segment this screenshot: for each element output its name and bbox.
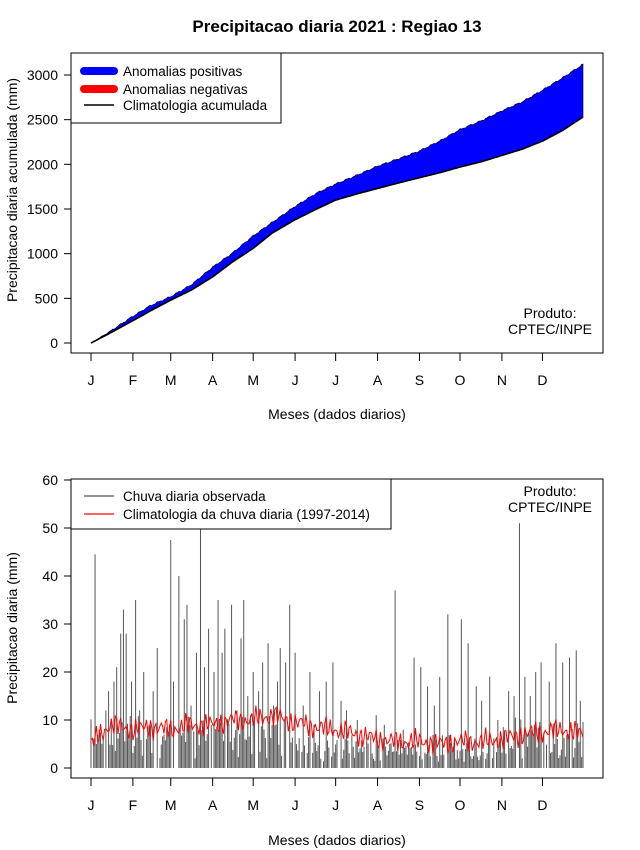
top-x-axis-label: Meses (dados diarios) — [268, 406, 406, 422]
bottom-x-tick-label: J — [292, 797, 299, 813]
bottom-x-tick-label: A — [208, 797, 218, 813]
daily-climatology-line — [90, 705, 584, 755]
bottom-y-tick-label: 30 — [42, 616, 58, 632]
top-x-tick-label: J — [332, 372, 339, 388]
legend-label-negative: Anomalias negativas — [123, 82, 248, 97]
top-y-axis: 0 500 1000 1500 2000 2500 3000 — [27, 67, 72, 351]
bottom-legend-box — [70, 478, 392, 530]
bottom-x-axis-label: Meses (dados diarios) — [268, 832, 406, 848]
top-x-tick-label: A — [373, 372, 383, 388]
top-plot-content — [90, 63, 584, 344]
bottom-x-tick-label: N — [497, 797, 507, 813]
bottom-x-tick-label: D — [537, 797, 547, 813]
legend-label-daily-climatology: Climatologia da chuva diaria (1997-2014) — [123, 507, 370, 522]
bottom-y-tick-label: 50 — [42, 520, 58, 536]
bottom-y-axis: 0 10 20 30 40 50 60 — [42, 472, 72, 776]
top-x-tick-label: O — [455, 372, 466, 388]
legend-label-observed: Chuva diaria observada — [123, 489, 266, 504]
bottom-y-tick-label: 40 — [42, 568, 58, 584]
bottom-panel: 0 10 20 30 40 50 60 J F M A M J J A S O N D Meses (dados … — [4, 472, 604, 848]
top-x-tick-label: M — [165, 372, 177, 388]
top-y-tick-label: 1500 — [27, 201, 58, 217]
top-x-tick-label: J — [292, 372, 299, 388]
bottom-x-tick-label: M — [165, 797, 177, 813]
top-credit-line-2: CPTEC/INPE — [508, 321, 592, 337]
top-x-tick-label: S — [415, 372, 424, 388]
top-y-tick-label: 500 — [35, 290, 59, 306]
climatology-accumulated-line — [90, 116, 584, 344]
bottom-x-tick-label: O — [455, 797, 466, 813]
top-x-tick-label: M — [247, 372, 259, 388]
top-y-tick-label: 2500 — [27, 112, 58, 128]
bottom-y-tick-label: 10 — [42, 712, 58, 728]
top-x-tick-label: F — [129, 372, 138, 388]
bottom-credit-line-2: CPTEC/INPE — [508, 499, 592, 515]
bottom-x-tick-label: F — [129, 797, 138, 813]
figure-title: Precipitacao diaria 2021 : Regiao 13 — [192, 17, 481, 36]
bottom-y-tick-label: 0 — [50, 760, 58, 776]
top-y-tick-label: 2000 — [27, 156, 58, 172]
bottom-legend: Chuva diaria observada Climatologia da c… — [70, 478, 392, 530]
legend-label-climatology: Climatologia acumulada — [123, 98, 268, 113]
top-x-tick-label: N — [497, 372, 507, 388]
top-y-tick-label: 1000 — [27, 246, 58, 262]
bottom-x-tick-label: J — [88, 797, 95, 813]
bottom-credit-line-1: Produto: — [524, 483, 577, 499]
bottom-x-tick-label: A — [373, 797, 383, 813]
bottom-y-tick-label: 20 — [42, 664, 58, 680]
top-x-tick-label: D — [537, 372, 547, 388]
bottom-x-tick-label: S — [415, 797, 424, 813]
top-y-tick-label: 3000 — [27, 67, 58, 83]
bottom-y-tick-label: 60 — [42, 472, 58, 488]
top-x-tick-label: A — [208, 372, 218, 388]
bottom-x-tick-label: J — [332, 797, 339, 813]
top-x-tick-label: J — [88, 372, 95, 388]
bottom-x-tick-label: M — [247, 797, 259, 813]
top-y-axis-label: Precipitacao diaria acumulada (mm) — [4, 78, 20, 302]
top-legend: Anomalias positivas Anomalias negativas … — [70, 52, 282, 124]
top-credit-line-1: Produto: — [524, 305, 577, 321]
legend-label-positive: Anomalias positivas — [123, 64, 243, 79]
top-panel: 0 500 1000 1500 2000 2500 3000 J F M A M J J A S O N D Me… — [4, 52, 604, 422]
bottom-y-axis-label: Precipitacao diaria (mm) — [4, 552, 20, 704]
top-y-tick-label: 0 — [50, 335, 58, 351]
